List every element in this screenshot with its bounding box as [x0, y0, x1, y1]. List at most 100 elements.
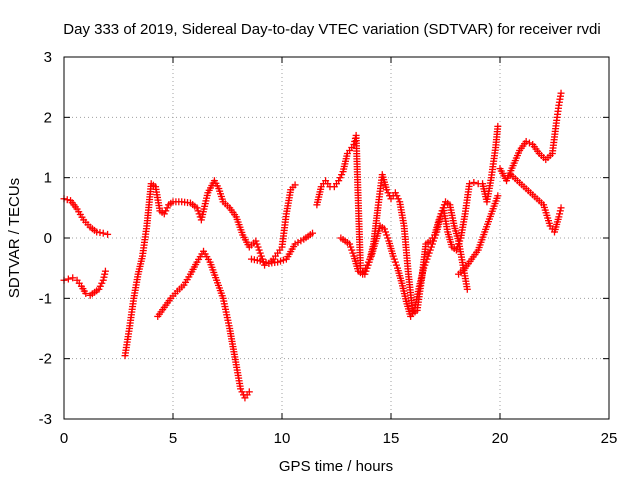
- data-point: [162, 207, 170, 215]
- y-tick-label: -1: [39, 290, 52, 307]
- data-point: [349, 249, 357, 257]
- data-point: [424, 252, 432, 260]
- data-point: [410, 306, 418, 314]
- x-tick-label: 15: [383, 430, 400, 447]
- axis-ticks: 0 5 10 15 20 25 -3 -2 -1 0 1 2 3: [39, 49, 618, 447]
- data-point: [238, 388, 246, 396]
- data-point: [390, 255, 398, 263]
- data-point: [494, 122, 502, 130]
- data-point: [256, 249, 264, 257]
- y-tick-label: 1: [44, 170, 52, 187]
- data-point: [431, 234, 439, 242]
- data-point: [254, 243, 262, 251]
- series-8: [455, 192, 502, 278]
- x-tick-label: 25: [601, 430, 618, 447]
- x-tick-label: 20: [492, 430, 509, 447]
- data-point: [393, 192, 401, 200]
- data-point: [336, 174, 344, 182]
- data-point: [556, 210, 564, 218]
- data-point: [252, 237, 260, 245]
- data-point: [335, 177, 343, 185]
- data-point: [391, 258, 399, 266]
- x-axis-title: GPS time / hours: [279, 458, 393, 475]
- data-point: [347, 243, 355, 251]
- data-point: [439, 204, 447, 212]
- data-point: [255, 246, 263, 254]
- data-point: [245, 388, 253, 396]
- data-point: [194, 207, 202, 215]
- data-point: [160, 210, 168, 218]
- data-point: [100, 273, 108, 281]
- data-point: [432, 231, 440, 239]
- data-point: [407, 312, 415, 320]
- data-point: [366, 255, 374, 263]
- data-point: [392, 261, 400, 269]
- series-6: [313, 122, 502, 317]
- series-1: [60, 195, 112, 238]
- data-point: [438, 207, 446, 215]
- data-point: [420, 264, 428, 272]
- series-5: [247, 229, 317, 267]
- data-point: [430, 237, 438, 245]
- data-point: [382, 228, 390, 236]
- x-tick-label: 10: [274, 430, 291, 447]
- data-point: [64, 275, 72, 283]
- data-point: [437, 210, 445, 218]
- y-axis-title: SDTVAR / TECUs: [6, 178, 23, 298]
- data-point: [463, 285, 471, 293]
- data-point: [364, 258, 372, 266]
- data-point: [348, 246, 356, 254]
- data-point: [101, 270, 109, 278]
- data-point: [425, 249, 433, 257]
- data-point: [163, 204, 171, 212]
- data-point: [428, 240, 436, 248]
- data-point: [99, 276, 107, 284]
- data-point: [338, 171, 346, 179]
- data-point: [193, 204, 201, 212]
- data-point: [101, 267, 109, 275]
- data-point: [470, 178, 478, 186]
- data-point: [104, 230, 112, 238]
- data-point: [363, 261, 371, 269]
- series-3: [121, 177, 299, 360]
- y-tick-label: 2: [44, 109, 52, 126]
- y-tick-label: 0: [44, 230, 52, 247]
- data-point: [237, 385, 245, 393]
- data-point: [557, 204, 565, 212]
- data-point: [291, 181, 299, 189]
- data-point: [452, 246, 460, 254]
- data-point: [383, 231, 391, 239]
- data-point: [423, 255, 431, 263]
- series-4: [154, 247, 253, 402]
- data-point: [98, 279, 106, 287]
- data-point: [556, 207, 564, 215]
- data-point: [525, 139, 533, 147]
- data-point: [384, 234, 392, 242]
- y-tick-label: -3: [39, 411, 52, 428]
- data-point: [96, 282, 104, 290]
- data-point: [309, 229, 317, 237]
- data-point: [253, 240, 261, 248]
- x-tick-label: 0: [60, 430, 68, 447]
- data-point: [494, 192, 502, 200]
- series-10: [507, 171, 565, 236]
- data-point: [359, 270, 367, 278]
- data-point: [426, 246, 434, 254]
- data-point: [384, 189, 392, 197]
- data-point: [69, 274, 77, 282]
- series-9: [496, 89, 565, 185]
- data-point: [346, 240, 354, 248]
- data-point: [465, 180, 473, 188]
- data-point: [421, 261, 429, 269]
- y-tick-label: -2: [39, 351, 52, 368]
- data-point: [95, 285, 103, 293]
- data-point: [408, 309, 416, 317]
- data-point: [380, 225, 388, 233]
- data-point: [82, 290, 90, 298]
- series-7: [337, 198, 471, 320]
- data-point: [383, 186, 391, 194]
- data-point: [389, 252, 397, 260]
- data-point: [422, 258, 430, 266]
- data-point: [391, 189, 399, 197]
